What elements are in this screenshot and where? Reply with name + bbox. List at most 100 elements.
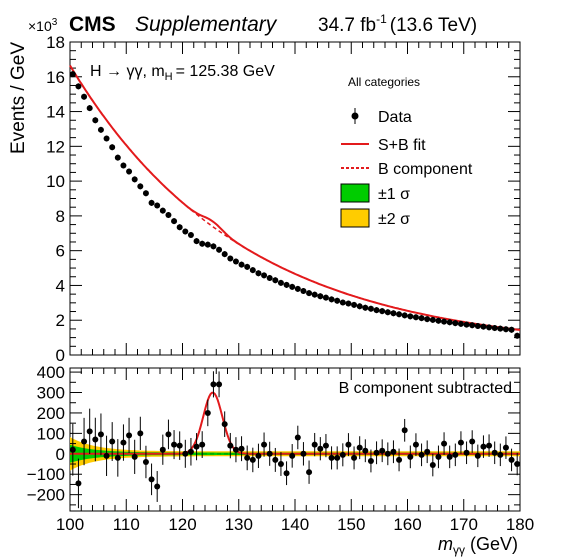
main-data-points [69, 71, 521, 339]
y-tick-label: 4 [56, 276, 65, 295]
residual-point [283, 470, 290, 477]
residual-point [508, 456, 515, 463]
residual-point [182, 450, 189, 457]
x-tick-label: 180 [506, 515, 534, 534]
residual-point [75, 480, 82, 487]
data-point [384, 309, 391, 316]
residual-point [148, 476, 155, 483]
residual-point [339, 451, 346, 458]
x-axis-symbol: m [438, 534, 453, 554]
data-point [311, 291, 318, 298]
residual-point [328, 454, 335, 461]
data-point [97, 126, 104, 133]
residual-point [69, 446, 76, 453]
data-point [109, 144, 116, 151]
residual-point [418, 451, 425, 458]
data-point [469, 322, 476, 329]
lumi-exponent: -1 [376, 12, 387, 26]
legend-label: ±2 σ [378, 211, 410, 228]
data-point [142, 190, 149, 197]
residual-point [92, 436, 99, 443]
residual-point [199, 441, 206, 448]
y-tick-label: 18 [46, 33, 65, 52]
data-point [171, 218, 178, 225]
residual-point [193, 443, 200, 450]
residual-point [131, 453, 138, 460]
data-point [294, 285, 301, 292]
residual-point [154, 483, 161, 490]
data-point [154, 202, 161, 209]
data-point [75, 83, 82, 90]
residual-point [238, 445, 245, 452]
data-point [373, 307, 380, 314]
data-point [480, 323, 487, 330]
residual-point [486, 442, 493, 449]
x-tick-label: 120 [168, 515, 196, 534]
data-point [277, 279, 284, 286]
residual-point [401, 427, 408, 434]
main-panel: 0 2 4 6 8 10 12 14 16 18 Events / GeV H → γγ, mH =… [8, 33, 521, 365]
x-tick-label: 140 [281, 515, 309, 534]
lumi-label: 34.7 fb-1 (13.6 TeV) [318, 12, 477, 36]
residual-point [294, 434, 301, 441]
y-tick-label: 0 [56, 346, 65, 365]
residual-point [435, 453, 442, 460]
data-point [412, 314, 419, 321]
residual-point [244, 454, 251, 461]
residual-point [232, 446, 239, 453]
category-label: All categories [348, 75, 420, 89]
residual-point [249, 456, 256, 463]
data-point [379, 308, 386, 315]
data-point [137, 183, 144, 190]
main-panel-frame [69, 41, 521, 356]
residual-point [491, 449, 498, 456]
data-point [272, 277, 279, 284]
residual-point [261, 441, 268, 448]
qualifier-label: Supplementary [135, 13, 278, 36]
residual-point [514, 461, 521, 468]
data-point [261, 272, 268, 279]
data-point [204, 241, 211, 248]
data-point [283, 281, 290, 288]
residual-y-tick-label: 400 [37, 363, 65, 382]
data-point [255, 270, 262, 277]
data-point [367, 305, 374, 312]
residual-point [216, 381, 223, 388]
background-component-line [69, 65, 521, 331]
y-tick-label: 6 [56, 242, 65, 261]
residual-point [469, 438, 476, 445]
x-axis-unit: (GeV) [470, 534, 518, 554]
data-point [424, 316, 431, 323]
data-point [210, 243, 217, 250]
data-point [232, 258, 239, 265]
data-point [429, 316, 436, 323]
residual-y-tick-label: −100 [27, 465, 65, 484]
residual-point [142, 458, 149, 465]
residual-point [114, 454, 121, 461]
data-point [300, 288, 307, 295]
residual-point [81, 438, 88, 445]
data-point [446, 319, 453, 326]
residual-point [255, 452, 262, 459]
x-tick-label: 160 [393, 515, 421, 534]
x-tick-label: 100 [56, 515, 84, 534]
residual-point [311, 441, 318, 448]
residual-y-tick-label: −200 [27, 486, 65, 505]
residual-point [289, 452, 296, 459]
data-point [86, 105, 93, 112]
residual-point [379, 447, 386, 454]
data-point [457, 320, 464, 327]
data-point [407, 313, 414, 320]
residual-point [159, 446, 166, 453]
process-label: H → γγ, mH = 125.38 GeV [90, 63, 275, 83]
data-point [266, 274, 273, 281]
process-value: = 125.38 GeV [176, 63, 276, 80]
data-point [508, 326, 515, 333]
residual-point [221, 421, 228, 428]
data-point [148, 199, 155, 206]
data-point [317, 293, 324, 300]
y-axis-title: Events / GeV [8, 42, 29, 154]
data-point [435, 317, 442, 324]
